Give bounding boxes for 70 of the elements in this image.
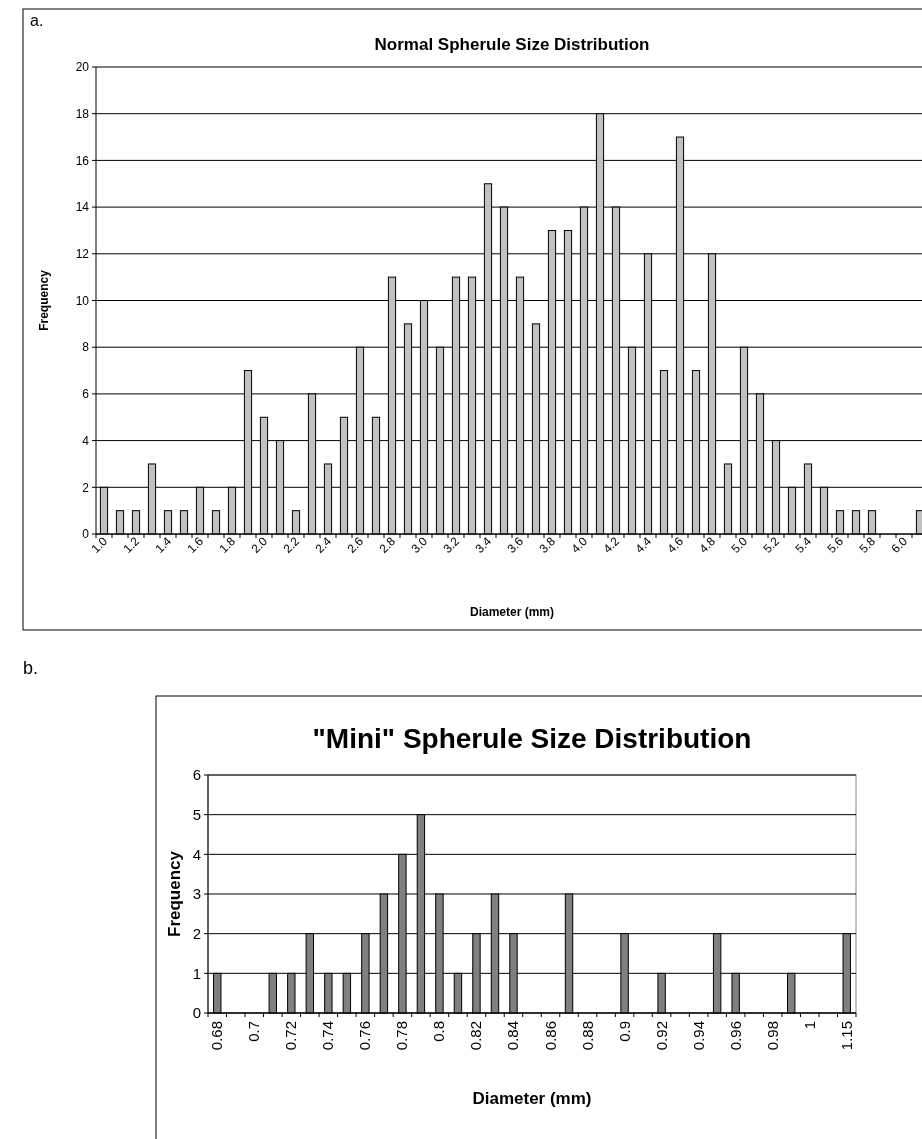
x-tick-label: 0.88 (578, 1021, 596, 1051)
y-tick-label: 4 (192, 845, 201, 863)
x-tick-label: 0.74 (319, 1021, 337, 1051)
x-tick-label: 5.2 (760, 534, 783, 556)
x-tick-label: 0.94 (689, 1021, 707, 1051)
x-tick-label: 1.2 (120, 534, 143, 556)
x-tick-label: 3.4 (472, 534, 495, 556)
y-tick-label: 18 (75, 106, 90, 121)
x-tick-label: 0.96 (726, 1021, 744, 1051)
text: b. (23, 658, 39, 678)
x-tick-label: 3.2 (440, 534, 463, 556)
x-tick-label: 5.4 (792, 534, 815, 556)
x-tick-label: 3.0 (408, 534, 431, 556)
x-tick-label: 1.4 (152, 534, 175, 556)
x-tick-label: 0.86 (541, 1021, 559, 1051)
x-tick-label: 4.2 (600, 534, 623, 556)
x-tick-label: 5.6 (824, 534, 847, 556)
y-tick-label: 14 (75, 200, 90, 215)
y-tick-label: 20 (75, 60, 90, 75)
y-tick-label: 6 (82, 387, 90, 402)
x-axis-title: Diameter (mm) (469, 605, 555, 619)
y-tick-label: 2 (192, 924, 201, 942)
x-tick-label: 0.82 (467, 1021, 485, 1051)
x-tick-label: 4.4 (632, 534, 655, 556)
x-tick-label: 0.98 (763, 1021, 781, 1051)
y-tick-label: 4 (82, 433, 90, 448)
x-tick-label: 4.0 (568, 534, 591, 556)
x-tick-label: 0.76 (356, 1021, 374, 1051)
y-tick-label: 10 (75, 293, 90, 308)
x-tick-label: 6.0 (888, 534, 911, 556)
y-tick-label: 8 (82, 340, 90, 355)
x-tick-label: 2.0 (248, 534, 271, 556)
y-axis-title: Frequency (165, 850, 184, 937)
x-tick-label: 5.0 (728, 534, 751, 556)
x-tick-label: 1.0 (88, 534, 111, 556)
x-tick-label: 0.7 (245, 1021, 263, 1042)
x-axis-title: Diameter (mm) (472, 1089, 592, 1108)
x-tick-label: 2.8 (376, 534, 399, 556)
text: a. (30, 12, 44, 29)
x-tick-label: 0.72 (282, 1021, 300, 1051)
y-tick-label: 16 (75, 153, 90, 168)
x-tick-label: 4.6 (664, 534, 687, 556)
x-tick-label: 2.4 (312, 534, 335, 556)
x-tick-label: 4.8 (696, 534, 719, 556)
x-tick-label: 0.68 (208, 1021, 226, 1051)
x-tick-label: 5.8 (856, 534, 879, 556)
x-tick-label: 0.9 (615, 1021, 633, 1042)
x-tick-label: 3.6 (504, 534, 527, 556)
x-tick-label: 1.15 (837, 1021, 855, 1051)
y-tick-label: 1 (192, 964, 201, 982)
chart-title: "Mini" Spherule Size Distribution (312, 723, 752, 754)
x-tick-label: 0.78 (393, 1021, 411, 1051)
x-tick-label: 1.8 (216, 534, 239, 556)
x-tick-label: 1.6 (184, 534, 207, 556)
x-tick-label: 3.8 (536, 534, 559, 556)
y-tick-label: 3 (192, 885, 201, 903)
y-tick-label: 0 (192, 1004, 201, 1022)
y-tick-label: 2 (82, 480, 90, 495)
x-tick-label: 1 (800, 1021, 818, 1030)
y-axis-title: Frequency (37, 269, 51, 331)
x-tick-label: 0.92 (652, 1021, 670, 1051)
x-tick-label: 0.84 (504, 1021, 522, 1051)
x-tick-label: 0.8 (430, 1021, 448, 1042)
x-tick-label: 2.6 (344, 534, 367, 556)
y-tick-label: 6 (192, 766, 201, 784)
y-tick-label: 5 (192, 805, 201, 823)
y-tick-label: 0 (82, 527, 90, 542)
chart-title: Normal Spherule Size Distribution (374, 35, 650, 54)
y-tick-label: 12 (75, 247, 90, 261)
x-tick-label: 2.2 (280, 534, 303, 556)
